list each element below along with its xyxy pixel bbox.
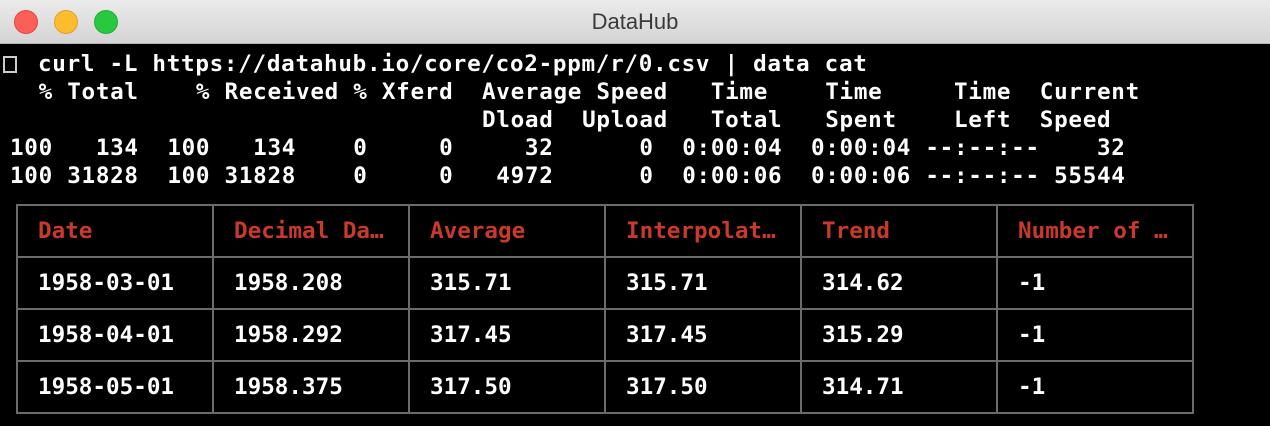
- table-cell: 317.45: [408, 308, 606, 362]
- table-row: 1958-04-01 1958.292 317.45 317.45 315.29…: [16, 308, 1194, 362]
- table-cell: 317.50: [408, 360, 606, 414]
- table-cell: 317.45: [604, 308, 802, 362]
- window-title: DataHub: [591, 9, 679, 34]
- terminal-output[interactable]: curl -L https://datahub.io/core/co2-ppm/…: [0, 44, 1270, 426]
- column-header: Interpolat…: [604, 204, 802, 258]
- column-header: Trend: [800, 204, 998, 258]
- table-cell: 315.71: [408, 256, 606, 310]
- cursor-box-icon: [3, 56, 17, 73]
- table-cell: 317.50: [604, 360, 802, 414]
- table-cell: 1958.375: [212, 360, 410, 414]
- table-cell: 1958-05-01: [16, 360, 214, 414]
- table-cell: -1: [996, 308, 1194, 362]
- table-cell: 1958.292: [212, 308, 410, 362]
- table-cell: -1: [996, 360, 1194, 414]
- column-header: Decimal Da…: [212, 204, 410, 258]
- curl-header-line-2: Dload Upload Total Spent Left Speed: [10, 107, 1112, 133]
- table-cell: 315.29: [800, 308, 998, 362]
- column-header: Date: [16, 204, 214, 258]
- table-row: 1958-03-01 1958.208 315.71 315.71 314.62…: [16, 256, 1194, 310]
- curl-progress-line-1: 100 134 100 134 0 0 32 0 0:00:04 0:00:04…: [10, 135, 1126, 161]
- close-window-icon[interactable]: [14, 10, 38, 34]
- table-cell: 1958.208: [212, 256, 410, 310]
- table-cell: 315.71: [604, 256, 802, 310]
- data-table: Date Decimal Da… Average Interpolat… Tre…: [16, 204, 1194, 414]
- table-row: 1958-05-01 1958.375 317.50 317.50 314.71…: [16, 360, 1194, 414]
- table-cell: 1958-04-01: [16, 308, 214, 362]
- table-header-row: Date Decimal Da… Average Interpolat… Tre…: [16, 204, 1194, 258]
- column-header: Average: [408, 204, 606, 258]
- curl-progress-line-2: 100 31828 100 31828 0 0 4972 0 0:00:06 0…: [10, 163, 1126, 189]
- command-line: curl -L https://datahub.io/core/co2-ppm/…: [38, 51, 868, 77]
- column-header: Number of …: [996, 204, 1194, 258]
- table-cell: 314.62: [800, 256, 998, 310]
- maximize-window-icon[interactable]: [94, 10, 118, 34]
- table-cell: -1: [996, 256, 1194, 310]
- table-cell: 1958-03-01: [16, 256, 214, 310]
- table-cell: 314.71: [800, 360, 998, 414]
- title-bar[interactable]: DataHub: [0, 0, 1270, 44]
- curl-header-line-1: % Total % Received % Xferd Average Speed…: [10, 79, 1140, 105]
- minimize-window-icon[interactable]: [54, 10, 78, 34]
